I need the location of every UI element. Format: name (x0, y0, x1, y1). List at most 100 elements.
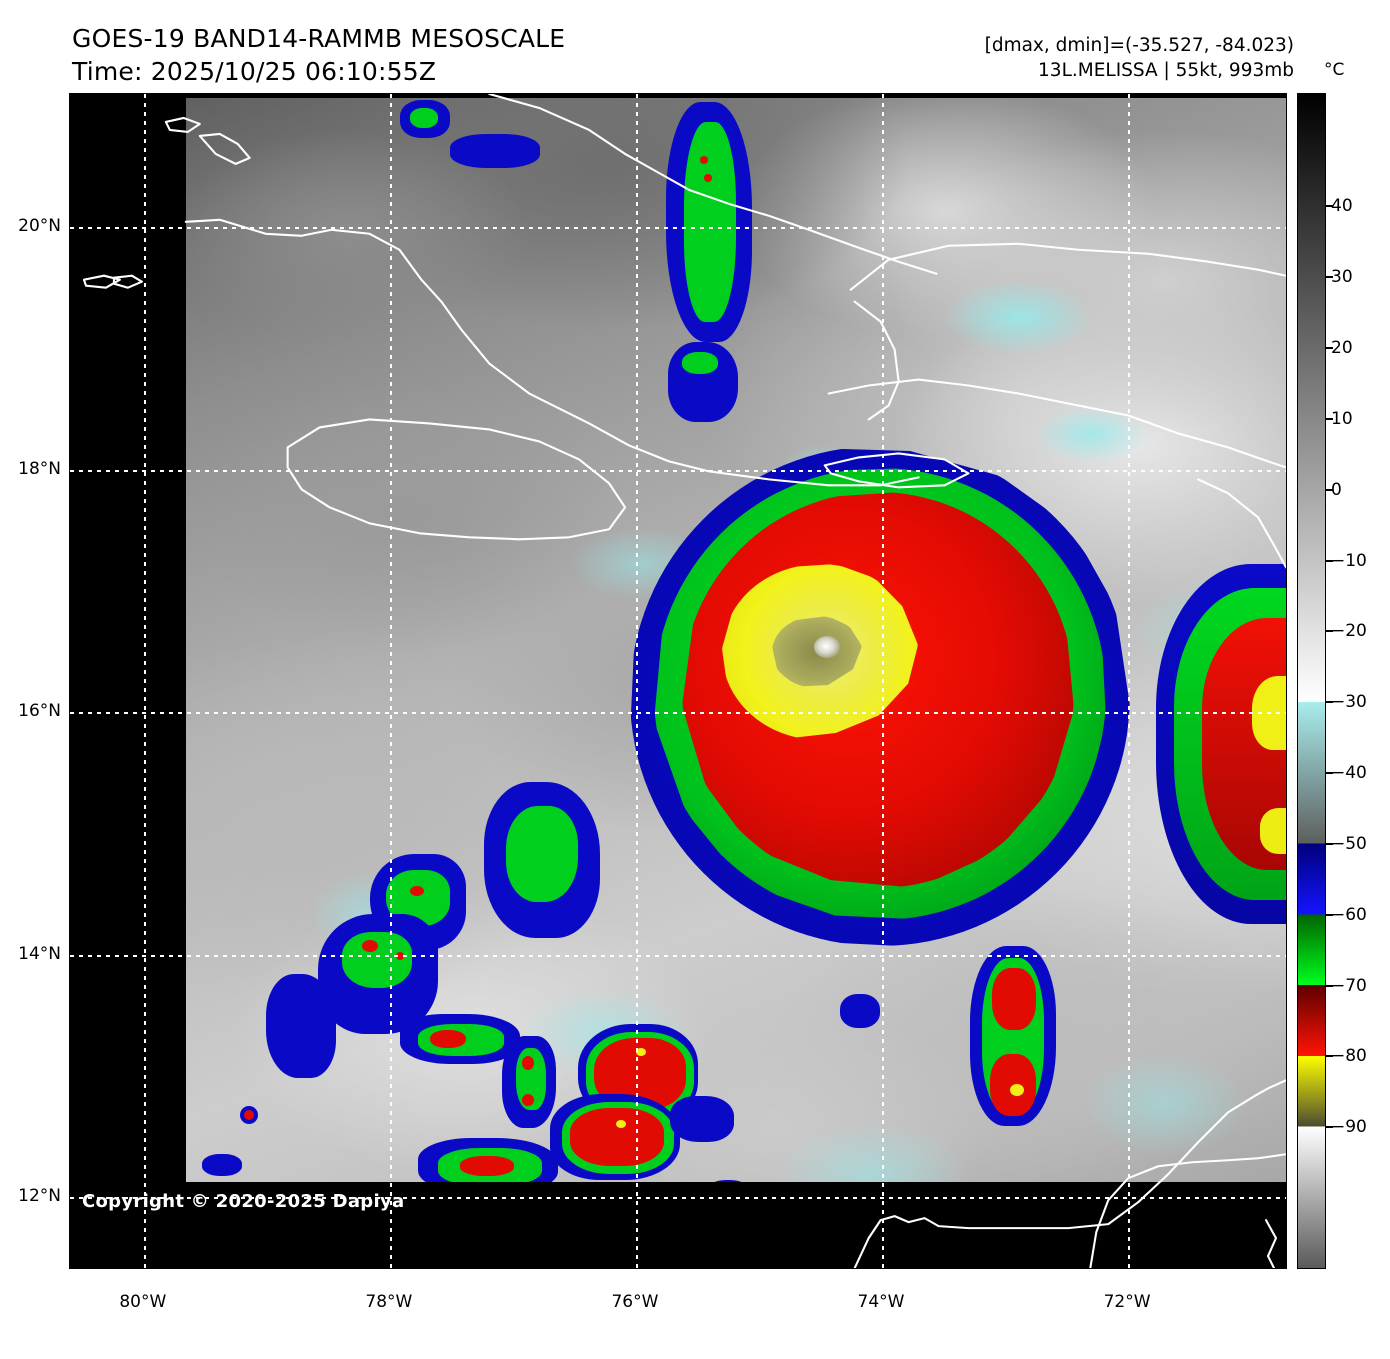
colorbar-tickmark--80 (1326, 1055, 1333, 1058)
nodata-region-top (186, 94, 1286, 98)
coastline-haiti-peninsula (823, 452, 970, 489)
convective-cell (266, 974, 336, 1078)
colorbar-tickmark-10 (1326, 417, 1333, 420)
metadata-block: [dmax, dmin]=(-35.527, -84.023) 13L.MELI… (985, 33, 1294, 83)
satellite-image-panel: Copyright © 2020-2025 Dapiya (69, 93, 1287, 1269)
colorbar-tickmark--20 (1326, 630, 1333, 633)
gridline-lat-14 (70, 954, 1286, 957)
nodata-region-south (70, 1182, 1286, 1268)
convective-cell (682, 352, 718, 374)
satellite-raster: Copyright © 2020-2025 Dapiya (70, 94, 1286, 1268)
coastline-cay-1 (164, 116, 201, 133)
colorbar-tickmark-20 (1326, 347, 1333, 350)
colorbar-tick--40: −40 (1331, 763, 1367, 784)
gridline-lat-18 (70, 469, 1286, 472)
hurricane-melissa-cloud-shield (630, 446, 1130, 956)
colorbar-tickmark--60 (1326, 913, 1333, 916)
nodata-region-southwest (70, 1142, 186, 1182)
gridline-lon-74 (882, 94, 884, 1268)
colorbar-tick--50: −50 (1331, 833, 1367, 854)
colorbar-tickmark--90 (1326, 1126, 1333, 1129)
colorbar-tick-30: 30 (1331, 267, 1353, 288)
coastline-venezuela-east (1264, 1219, 1278, 1268)
colorbar-tick--60: −60 (1331, 904, 1367, 925)
colorbar-tickmark--70 (1326, 984, 1333, 987)
colorbar-tick--30: −30 (1331, 692, 1367, 713)
gridline-lat-12 (70, 1197, 1286, 1200)
copyright-label: Copyright © 2020-2025 Dapiya (82, 1191, 405, 1212)
colorbar-tickmark-40 (1326, 205, 1333, 208)
lon-tick-72: 72°W (1103, 1292, 1151, 1312)
convective-cell (522, 1094, 534, 1106)
coastline-venezuela-inland (1089, 1153, 1286, 1268)
gridline-lon-80 (143, 94, 146, 1268)
colorbar-tick--10: −10 (1331, 550, 1367, 571)
lat-tick-18: 18°N (18, 458, 61, 479)
colorbar-tickmark-0 (1326, 488, 1333, 491)
convective-cell (362, 940, 378, 952)
nodata-region-west (70, 94, 186, 1268)
convective-cell (506, 806, 578, 902)
timestamp-label: Time: 2025/10/25 06:10:55Z (72, 57, 437, 86)
coastline-south-america (853, 1079, 1286, 1268)
coastline-jamaica (286, 418, 627, 541)
coastline-overlay (82, 94, 1286, 1268)
convective-cell (570, 1108, 664, 1166)
lon-tick-76: 76°W (611, 1292, 659, 1312)
convective-cell (460, 1156, 514, 1176)
temperature-colorbar (1297, 93, 1326, 1269)
coastline-cuba (184, 218, 920, 487)
convective-cell (450, 134, 540, 168)
lon-tick-74: 74°W (857, 1292, 905, 1312)
coastline-hispaniola-south (827, 378, 1286, 469)
convective-cell (244, 1110, 254, 1120)
gridline-lat-20 (70, 227, 1286, 230)
storm-info-label: 13L.MELISSA | 55kt, 993mb (1038, 60, 1294, 81)
colorbar-tickmark--40 (1326, 772, 1333, 775)
colorbar-tick--70: −70 (1331, 975, 1367, 996)
convective-cell (522, 1056, 534, 1070)
gridline-lon-72 (1128, 94, 1131, 1268)
east-band-yellow-south (1260, 808, 1286, 854)
lat-tick-20: 20°N (18, 216, 61, 237)
lat-tick-16: 16°N (18, 701, 61, 722)
colorbar-tick--20: −20 (1331, 621, 1367, 642)
convective-cell (636, 1048, 646, 1056)
lat-tick-12: 12°N (18, 1186, 61, 1207)
gridline-lat-16 (70, 712, 1286, 715)
gridline-lon-78 (389, 94, 392, 1268)
colorbar-tickmark--30 (1326, 701, 1333, 704)
colorbar-tick--80: −80 (1331, 1046, 1367, 1067)
convective-cell (992, 968, 1036, 1030)
colorbar-tickmark--10 (1326, 559, 1333, 562)
coastline-dr-east (1197, 478, 1286, 569)
lon-tick-78: 78°W (365, 1292, 413, 1312)
colorbar-tick--90: −90 (1331, 1117, 1367, 1138)
colorbar-tick-10: 10 (1331, 408, 1353, 429)
convective-cell (410, 108, 438, 128)
colorbar-tickmark--50 (1326, 842, 1333, 845)
gridline-lon-76 (635, 94, 638, 1268)
convective-cell (410, 886, 424, 896)
convective-cell (684, 122, 736, 322)
coastline-cay-2 (198, 132, 251, 165)
convective-cell (840, 994, 880, 1028)
coastline-hispaniola (849, 242, 1286, 291)
colorbar-tickmark-30 (1326, 276, 1333, 279)
convective-cell (430, 1030, 466, 1048)
convective-cell (342, 932, 412, 988)
dmax-dmin-label: [dmax, dmin]=(-35.527, -84.023) (984, 35, 1294, 56)
lat-tick-14: 14°N (18, 943, 61, 964)
coastline-cuba-north (488, 94, 938, 275)
title-block: GOES-19 BAND14-RAMMB MESOSCALE Time: 202… (72, 22, 565, 88)
coastline-cay-4 (112, 274, 143, 289)
convective-cell (1010, 1084, 1024, 1096)
lon-tick-80: 80°W (119, 1292, 167, 1312)
convective-cell (704, 174, 712, 182)
colorbar-unit-label: °C (1324, 60, 1345, 80)
colorbar-gradient (1298, 94, 1325, 1268)
convective-cell (700, 156, 708, 164)
storm-eye (814, 636, 840, 658)
product-title: GOES-19 BAND14-RAMMB MESOSCALE (72, 24, 566, 53)
convective-cell (616, 1120, 626, 1128)
